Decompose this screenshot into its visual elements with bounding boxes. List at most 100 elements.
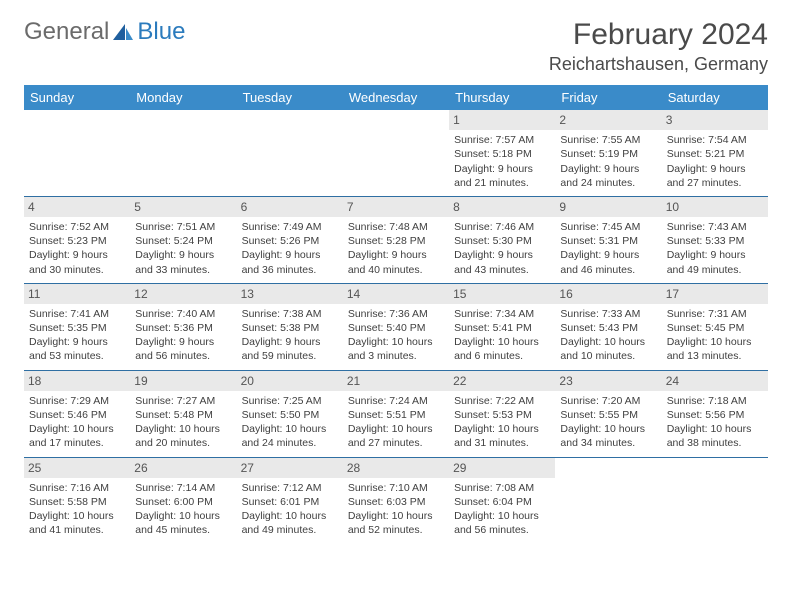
calendar-day-cell: 9Sunrise: 7:45 AMSunset: 5:31 PMDaylight… [555,196,661,283]
sunset-text: Sunset: 5:53 PM [454,408,550,422]
calendar-day-cell: 15Sunrise: 7:34 AMSunset: 5:41 PMDayligh… [449,283,555,370]
daylight2-text: and 30 minutes. [29,263,125,277]
sunrise-text: Sunrise: 7:43 AM [667,220,763,234]
daylight2-text: and 27 minutes. [667,176,763,190]
daylight2-text: and 24 minutes. [242,436,338,450]
sunset-text: Sunset: 6:01 PM [242,495,338,509]
sunrise-text: Sunrise: 7:57 AM [454,133,550,147]
calendar-day-cell: 3Sunrise: 7:54 AMSunset: 5:21 PMDaylight… [662,110,768,196]
daylight2-text: and 41 minutes. [29,523,125,537]
daylight2-text: and 59 minutes. [242,349,338,363]
day-number: 19 [130,371,236,391]
sunrise-text: Sunrise: 7:45 AM [560,220,656,234]
sunset-text: Sunset: 5:31 PM [560,234,656,248]
day-number: 3 [662,110,768,130]
daylight2-text: and 21 minutes. [454,176,550,190]
calendar-day-cell: 23Sunrise: 7:20 AMSunset: 5:55 PMDayligh… [555,370,661,457]
sunset-text: Sunset: 5:19 PM [560,147,656,161]
daylight1-text: Daylight: 10 hours [560,422,656,436]
sunset-text: Sunset: 5:23 PM [29,234,125,248]
sunset-text: Sunset: 5:45 PM [667,321,763,335]
logo-text-general: General [24,18,109,46]
calendar-day-cell: 22Sunrise: 7:22 AMSunset: 5:53 PMDayligh… [449,370,555,457]
sunrise-text: Sunrise: 7:36 AM [348,307,444,321]
calendar-day-cell: 28Sunrise: 7:10 AMSunset: 6:03 PMDayligh… [343,457,449,543]
sunset-text: Sunset: 6:04 PM [454,495,550,509]
daylight2-text: and 53 minutes. [29,349,125,363]
daylight1-text: Daylight: 10 hours [242,422,338,436]
calendar-week-row: 4Sunrise: 7:52 AMSunset: 5:23 PMDaylight… [24,196,768,283]
daylight1-text: Daylight: 10 hours [348,335,444,349]
logo-sail-icon [111,22,135,42]
day-number: 2 [555,110,661,130]
day-number: 7 [343,197,449,217]
daylight1-text: Daylight: 9 hours [135,335,231,349]
day-number: 11 [24,284,130,304]
daylight1-text: Daylight: 9 hours [667,162,763,176]
calendar-week-row: 18Sunrise: 7:29 AMSunset: 5:46 PMDayligh… [24,370,768,457]
sunrise-text: Sunrise: 7:25 AM [242,394,338,408]
daylight1-text: Daylight: 9 hours [667,248,763,262]
daylight2-text: and 34 minutes. [560,436,656,450]
sunset-text: Sunset: 5:36 PM [135,321,231,335]
daylight2-text: and 56 minutes. [135,349,231,363]
calendar-day-cell: 4Sunrise: 7:52 AMSunset: 5:23 PMDaylight… [24,196,130,283]
sunset-text: Sunset: 5:46 PM [29,408,125,422]
calendar-day-cell: 17Sunrise: 7:31 AMSunset: 5:45 PMDayligh… [662,283,768,370]
title-block: February 2024 Reichartshausen, Germany [549,18,768,75]
calendar-day-cell: 12Sunrise: 7:40 AMSunset: 5:36 PMDayligh… [130,283,236,370]
weekday-header: Tuesday [237,85,343,110]
day-number: 10 [662,197,768,217]
sunrise-text: Sunrise: 7:18 AM [667,394,763,408]
calendar-day-cell: 27Sunrise: 7:12 AMSunset: 6:01 PMDayligh… [237,457,343,543]
calendar-day-cell: 25Sunrise: 7:16 AMSunset: 5:58 PMDayligh… [24,457,130,543]
daylight2-text: and 56 minutes. [454,523,550,537]
day-number: 15 [449,284,555,304]
daylight2-text: and 49 minutes. [242,523,338,537]
daylight2-text: and 3 minutes. [348,349,444,363]
calendar-day-cell: 10 Sunrise: 7:43 AMSunset: 5:33 PMDayligh… [662,196,768,283]
calendar-body: 1Sunrise: 7:57 AMSunset: 5:18 PMDaylight… [24,110,768,543]
sunrise-text: Sunrise: 7:52 AM [29,220,125,234]
sunset-text: Sunset: 5:30 PM [454,234,550,248]
day-number: 13 [237,284,343,304]
daylight1-text: Daylight: 9 hours [348,248,444,262]
sunset-text: Sunset: 5:21 PM [667,147,763,161]
day-number: 23 [555,371,661,391]
sunset-text: Sunset: 5:40 PM [348,321,444,335]
calendar-day-cell: 8Sunrise: 7:46 AMSunset: 5:30 PMDaylight… [449,196,555,283]
daylight1-text: Daylight: 10 hours [348,422,444,436]
calendar-day-cell: 16Sunrise: 7:33 AMSunset: 5:43 PMDayligh… [555,283,661,370]
calendar-week-row: 11Sunrise: 7:41 AMSunset: 5:35 PMDayligh… [24,283,768,370]
calendar-day-cell: 24Sunrise: 7:18 AMSunset: 5:56 PMDayligh… [662,370,768,457]
calendar-day-cell: 1Sunrise: 7:57 AMSunset: 5:18 PMDaylight… [449,110,555,196]
daylight2-text: and 31 minutes. [454,436,550,450]
day-number: 27 [237,458,343,478]
day-number: 12 [130,284,236,304]
sunset-text: Sunset: 5:18 PM [454,147,550,161]
calendar-day-cell: 18Sunrise: 7:29 AMSunset: 5:46 PMDayligh… [24,370,130,457]
calendar-day-cell [24,110,130,196]
header: General Blue February 2024 Reichartshaus… [24,18,768,75]
sunrise-text: Sunrise: 7:14 AM [135,481,231,495]
sunset-text: Sunset: 6:00 PM [135,495,231,509]
sunset-text: Sunset: 5:58 PM [29,495,125,509]
sunset-text: Sunset: 5:55 PM [560,408,656,422]
daylight2-text: and 20 minutes. [135,436,231,450]
calendar-day-cell: 26Sunrise: 7:14 AMSunset: 6:00 PMDayligh… [130,457,236,543]
daylight2-text: and 38 minutes. [667,436,763,450]
daylight2-text: and 33 minutes. [135,263,231,277]
calendar-day-cell [555,457,661,543]
sunset-text: Sunset: 5:33 PM [667,234,763,248]
daylight1-text: Daylight: 10 hours [135,422,231,436]
day-number: 21 [343,371,449,391]
sunrise-text: Sunrise: 7:48 AM [348,220,444,234]
weekday-header: Sunday [24,85,130,110]
sunrise-text: Sunrise: 7:22 AM [454,394,550,408]
sunset-text: Sunset: 5:35 PM [29,321,125,335]
logo-text-blue: Blue [137,18,185,46]
sunrise-text: Sunrise: 7:38 AM [242,307,338,321]
daylight1-text: Daylight: 10 hours [667,335,763,349]
calendar-day-cell [237,110,343,196]
calendar-table: Sunday Monday Tuesday Wednesday Thursday… [24,85,768,543]
